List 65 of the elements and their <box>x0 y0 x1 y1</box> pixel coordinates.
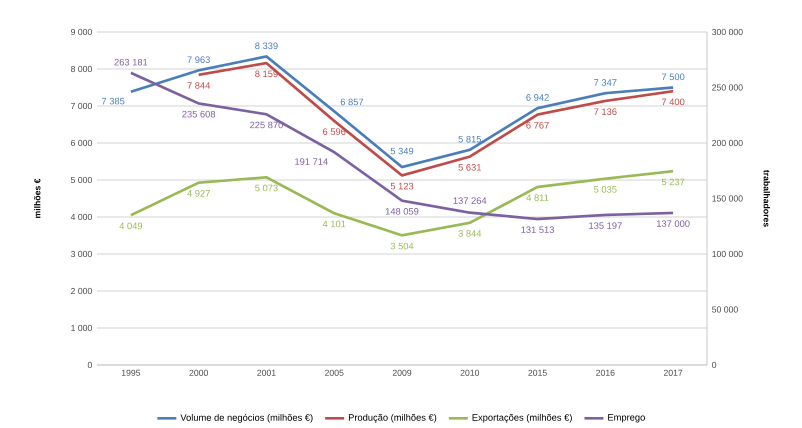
y-axis-title: milhões € <box>34 178 40 218</box>
data-label: 5 073 <box>255 184 278 192</box>
data-label: 7 963 <box>187 56 210 63</box>
data-label: 137 264 <box>454 197 486 204</box>
data-label: 6 942 <box>526 94 549 101</box>
x-tick-label: 2016 <box>596 370 615 376</box>
data-label: 5 349 <box>390 148 414 154</box>
legend-label: Emprego <box>608 414 645 422</box>
x-tick-label: 2005 <box>325 370 344 376</box>
y-tick-label: 6 000 <box>71 140 92 146</box>
y-tick-label: 4 000 <box>70 214 92 220</box>
data-label: 235 608 <box>182 110 216 118</box>
x-tick-label: 2000 <box>189 370 208 376</box>
data-label: 8 339 <box>255 42 278 50</box>
y2-tick-label: 50 000 <box>712 306 738 313</box>
x-tick-label: 1995 <box>122 370 140 376</box>
x-tick-label: 2001 <box>257 370 276 376</box>
data-label: 5 237 <box>662 178 684 186</box>
data-label: 3 844 <box>458 230 482 237</box>
y2-tick-label: 250 000 <box>712 84 743 91</box>
y2-axis-title: trabalhadores <box>764 170 770 227</box>
data-label: 5 035 <box>594 186 617 193</box>
x-tick-label: 2015 <box>528 370 547 376</box>
data-label: 131 513 <box>521 226 554 233</box>
y-tick-label: 5 000 <box>70 176 92 184</box>
data-label: 7 136 <box>594 108 617 115</box>
y2-tick-label: 200 000 <box>712 140 743 146</box>
y-tick-label: 9 000 <box>71 28 92 36</box>
y-tick-label: 1 000 <box>71 324 92 332</box>
data-label: 4 811 <box>526 194 548 201</box>
data-label: 7 385 <box>102 98 124 104</box>
data-label: 7 347 <box>594 79 617 86</box>
data-label: 5 123 <box>390 182 414 190</box>
legend-label: Exportações (milhões €) <box>472 414 572 423</box>
x-tick-label: 2017 <box>664 370 682 376</box>
data-label: 191 714 <box>295 158 328 165</box>
data-label: 4 049 <box>119 222 142 230</box>
y-tick-label: 8 000 <box>70 66 92 72</box>
data-label: 4 927 <box>187 190 210 197</box>
y-tick-label: 0 <box>88 362 92 368</box>
y2-tick-label: 100 000 <box>712 250 743 258</box>
legend-label: Produção (milhões €) <box>348 414 436 423</box>
x-tick-label: 2010 <box>460 370 480 376</box>
y-tick-label: 7 000 <box>71 102 92 110</box>
data-label: 7 500 <box>662 73 684 80</box>
x-tick-label: 2009 <box>392 370 412 376</box>
y2-tick-label: 150 000 <box>712 195 743 202</box>
data-label: 6 596 <box>323 128 346 135</box>
data-label: 7 400 <box>662 98 684 106</box>
y2-tick-label: 300 000 <box>712 28 743 36</box>
y2-tick-label: 0 <box>712 362 716 368</box>
data-label: 137 000 <box>656 220 690 227</box>
data-label: 5 815 <box>458 136 482 142</box>
data-label: 148 059 <box>386 208 418 215</box>
data-label: 3 504 <box>390 242 414 250</box>
y-tick-label: 3 000 <box>70 250 92 258</box>
data-label: 7 844 <box>187 82 210 89</box>
data-label: 6 857 <box>340 98 364 106</box>
data-label: 263 181 <box>114 58 148 66</box>
y-tick-label: 2 000 <box>71 288 92 294</box>
data-label: 6 767 <box>526 122 549 129</box>
data-label: 5 631 <box>458 164 481 171</box>
data-label: 4 101 <box>322 220 346 228</box>
legend-label: Volume de negócios (milhões €) <box>180 414 313 423</box>
data-label: 135 197 <box>589 222 622 229</box>
